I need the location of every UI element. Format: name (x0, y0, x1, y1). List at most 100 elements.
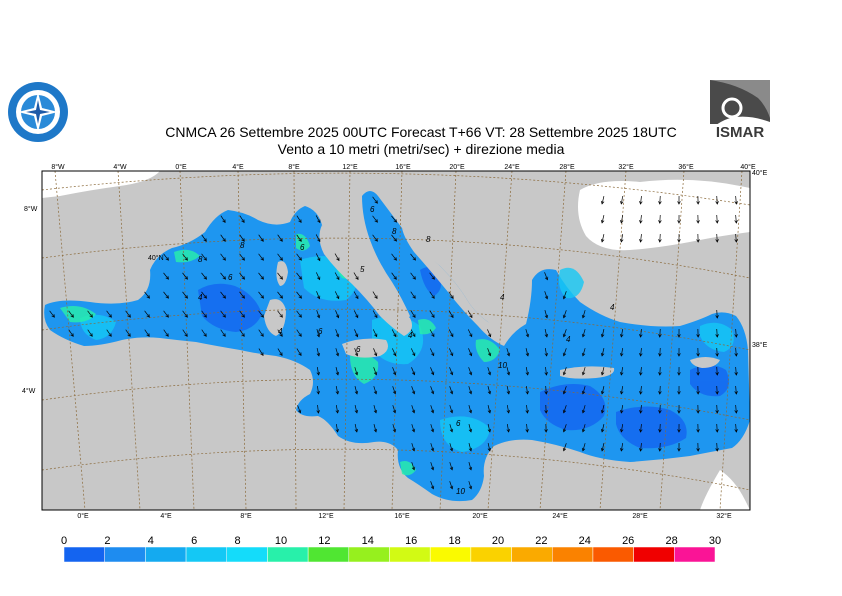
wind-arrow (277, 348, 283, 356)
wind-arrow-head (393, 257, 397, 261)
wind-arrow-head (222, 314, 226, 318)
wind-arrow (220, 234, 226, 242)
wind-arrow-head (600, 371, 605, 376)
wind-arrow (735, 328, 737, 338)
wind-arrow-head (412, 257, 416, 261)
wind-arrow-head (260, 333, 264, 337)
wind-arrow-head (392, 390, 397, 395)
wind-arrow-head (316, 314, 321, 319)
wind-arrow (392, 405, 396, 413)
bottom-tick-label: 24°E (552, 512, 568, 520)
wind-arrow (526, 385, 528, 395)
wind-arrow (392, 386, 396, 394)
bottom-tick-label: 32°E (716, 512, 732, 520)
contour-label: 6 (356, 345, 361, 354)
wind-arrow-head (620, 371, 624, 376)
left-tick-label: 40°N (148, 254, 164, 262)
wind-arrow (296, 272, 302, 280)
wind-arrow-head (487, 428, 492, 433)
wind-arrow (125, 329, 131, 337)
wind-arrow-head (487, 409, 492, 414)
wind-arrow (716, 404, 718, 414)
wind-arrow-head (317, 276, 321, 281)
wind-arrow (410, 291, 416, 299)
wind-arrow (315, 215, 321, 223)
sardinia-island (264, 299, 286, 336)
meteo-service-emblem-icon (8, 82, 68, 142)
wind-arrow-head (544, 314, 549, 319)
wind-arrow (640, 347, 642, 357)
wind-arrow-head (658, 372, 662, 376)
wind-arrow (487, 424, 491, 432)
top-tick-label: 36°E (678, 163, 694, 171)
colorbar-swatch (145, 546, 187, 563)
contour-label: 4 (198, 293, 203, 302)
top-tick-label: 28°E (559, 163, 575, 171)
wind-arrow (277, 310, 283, 318)
wind-arrow-head (696, 353, 700, 357)
contour-label: 8 (198, 255, 203, 264)
wind-arrow-head (696, 201, 700, 205)
wind-arrow (544, 329, 548, 337)
wind-arrow (544, 310, 548, 318)
wind-arrow-head (658, 448, 662, 452)
wind-arrow (716, 385, 718, 395)
wind-arrow-head (715, 410, 719, 414)
wind-arrow (563, 424, 567, 432)
wind-arrow (487, 386, 491, 394)
wind-arrow-head (677, 391, 681, 395)
colorbar-swatch (429, 546, 472, 563)
wind-arrow (239, 329, 245, 337)
wind-arrow (220, 310, 226, 318)
wind-arrow (430, 386, 434, 394)
wind-arrow-head (715, 201, 719, 205)
wind-arrow-head (222, 238, 226, 242)
wind-arrow-head (449, 485, 454, 490)
wind-arrow-head (127, 314, 131, 318)
wind-arrow (468, 386, 472, 394)
wind-arrow (468, 367, 472, 375)
wind-arrow (316, 367, 320, 375)
wind-arrow (354, 386, 358, 394)
wind-arrow-head (203, 314, 207, 318)
wind-arrow-head (411, 466, 416, 471)
wind-arrow (258, 272, 264, 280)
wind-arrow (640, 404, 642, 414)
wind-arrow-head (658, 201, 662, 205)
wind-arrow (430, 462, 434, 470)
wind-arrow-head (298, 314, 302, 318)
wind-arrow-head (677, 334, 681, 338)
wind-arrow (336, 423, 338, 433)
wind-arrow-head (354, 371, 359, 376)
wind-arrow (391, 234, 397, 242)
wind-arrow (163, 291, 169, 299)
wind-arrow (258, 291, 264, 299)
bottom-tick-label: 0°E (77, 512, 89, 520)
wind-arrow-head (620, 390, 624, 395)
wind-arrow (163, 329, 169, 337)
wind-arrow-head (412, 314, 416, 319)
colorbar-tick-label: 14 (362, 535, 374, 547)
wind-arrow (563, 291, 567, 299)
wind-arrow (640, 385, 642, 395)
wind-arrow-head (581, 428, 586, 433)
wind-arrow-head (639, 391, 643, 395)
wind-arrow-head (184, 314, 188, 318)
wind-arrow-head (317, 238, 321, 243)
wind-arrow-head (677, 353, 681, 357)
wind-arrow-head (544, 391, 548, 395)
wind-arrow (353, 272, 359, 280)
wind-arrow-head (165, 257, 169, 261)
colorbar-swatch (511, 546, 553, 563)
wind-arrow-head (241, 295, 245, 299)
wind-arrow (735, 423, 737, 433)
wind-arrow (354, 367, 358, 375)
wind-arrow (239, 253, 245, 261)
wind-arrow (106, 329, 112, 337)
ismar-logo-icon: ISMAR (708, 80, 772, 141)
wind-arrow-head (734, 429, 738, 433)
wind-arrow (563, 348, 567, 356)
wind-arrow (640, 442, 642, 452)
wind-arrow (544, 291, 548, 299)
wind-arrow (316, 272, 320, 280)
